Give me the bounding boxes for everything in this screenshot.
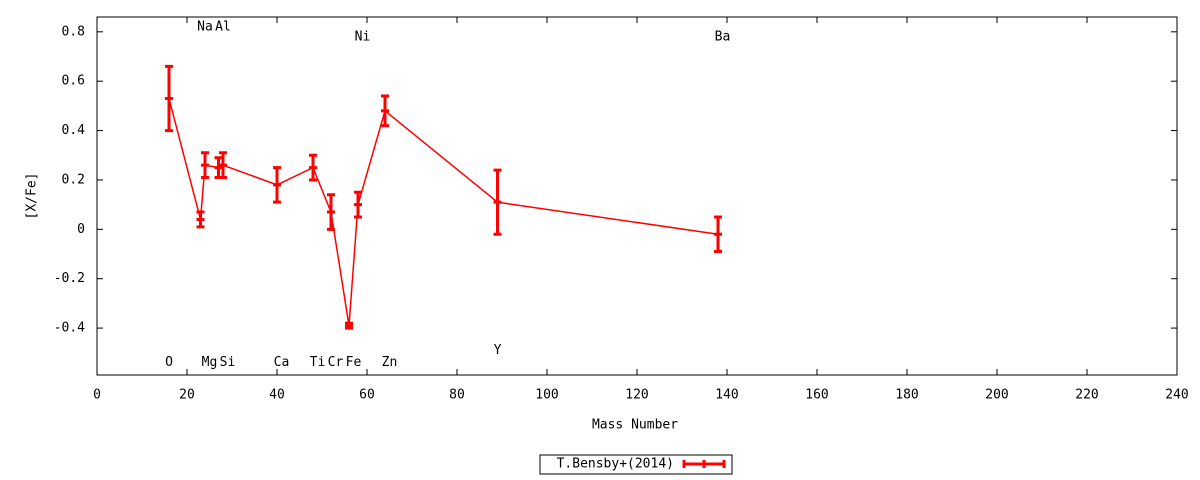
annotation: Al (215, 19, 231, 34)
error-bar (327, 193, 335, 231)
annotation: Ni (355, 29, 371, 44)
annotation: Ba (715, 29, 731, 44)
annotation: Fe (346, 355, 362, 370)
y-tick-label: 0 (77, 222, 85, 237)
x-tick-label: 140 (715, 388, 738, 403)
legend-swatch (682, 460, 726, 468)
y-tick-label: -0.2 (54, 271, 85, 286)
plot-frame (96, 16, 1178, 376)
x-tick-label: 240 (1165, 388, 1188, 403)
x-tick-label: 100 (535, 388, 558, 403)
x-tick-label: 0 (93, 388, 101, 403)
x-tick-label: 160 (805, 388, 828, 403)
x-axis-label: Mass Number (592, 418, 678, 433)
x-tick-label: 220 (1075, 388, 1098, 403)
error-bar (354, 190, 362, 219)
error-bar (196, 210, 205, 229)
y-tick-label: 0.2 (62, 172, 85, 187)
annotation: Mg (202, 355, 218, 370)
legend-box (539, 454, 733, 475)
error-bar (493, 168, 502, 236)
y-tick-label: -0.4 (54, 321, 85, 336)
error-bar (214, 156, 223, 179)
error-bar (714, 215, 722, 254)
error-bar (201, 151, 209, 179)
x-tick-label: 20 (179, 388, 195, 403)
annotation: Si (220, 355, 236, 370)
x-tick-label: 40 (269, 388, 285, 403)
y-tick-label: 0.4 (62, 123, 86, 138)
y-axis-label: [X/Fe] (25, 173, 40, 220)
annotation: Zn (382, 355, 398, 370)
error-bar (381, 94, 389, 128)
annotation: Ti (310, 355, 326, 370)
error-bar (273, 166, 281, 204)
annotation: O (165, 355, 173, 370)
x-tick-label: 200 (985, 388, 1008, 403)
y-tick-label: 0.6 (62, 74, 85, 89)
x-tick-label: 120 (625, 388, 648, 403)
error-bar (309, 153, 317, 182)
annotation: Ca (274, 355, 290, 370)
legend-label: T.Bensby+(2014) (557, 457, 674, 472)
series-line (168, 98, 719, 326)
x-tick-label: 60 (359, 388, 375, 403)
annotation: Na (197, 19, 213, 34)
annotation: Cr (328, 355, 344, 370)
x-tick-label: 80 (449, 388, 465, 403)
error-bar (219, 151, 227, 179)
error-bar (345, 321, 353, 330)
annotation: Y (494, 343, 502, 358)
x-tick-label: 180 (895, 388, 918, 403)
y-tick-label: 0.8 (62, 24, 85, 39)
error-bar (165, 64, 173, 133)
